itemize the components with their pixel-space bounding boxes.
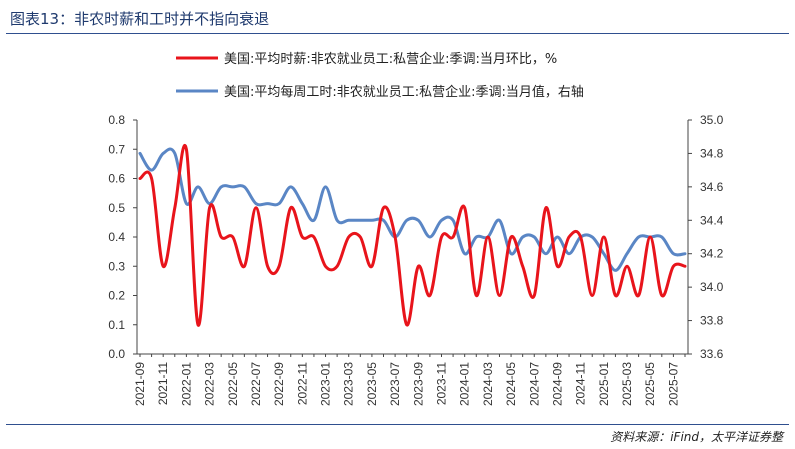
x-tick-label: 2024-07 [527, 362, 541, 406]
x-tick-label: 2023-09 [411, 362, 425, 406]
x-tick-label: 2024-09 [550, 362, 564, 406]
x-tick-label: 2023-05 [365, 362, 379, 406]
series-lines [138, 144, 687, 327]
x-tick-label: 2022-07 [249, 362, 263, 406]
right-tick-label: 34.2 [700, 247, 724, 261]
x-tick-label: 2022-01 [179, 362, 193, 406]
left-tick-label: 0.5 [108, 201, 125, 215]
left-tick-label: 0.1 [108, 318, 125, 332]
x-tick-label: 2022-05 [226, 362, 240, 406]
right-tick-label: 33.8 [700, 314, 724, 328]
x-tick-label: 2024-03 [481, 362, 495, 406]
x-tick-label: 2021-11 [156, 362, 170, 405]
right-tick-label: 34.4 [700, 213, 724, 227]
x-tick-label: 2023-07 [388, 362, 402, 406]
x-tick-label: 2021-09 [133, 362, 147, 406]
x-tick-label: 2024-01 [458, 362, 472, 406]
series-line-2 [138, 147, 687, 272]
x-tick-label: 2022-03 [203, 362, 217, 406]
legend-label-1: 美国:平均时薪:非农就业员工:私营企业:季调:当月环比，% [224, 51, 557, 67]
left-tick-label: 0.3 [108, 259, 125, 273]
right-tick-label: 35.0 [700, 113, 724, 127]
x-tick-label: 2025-01 [597, 362, 611, 406]
x-tick-label: 2025-03 [620, 362, 634, 406]
x-tick-label: 2024-05 [504, 362, 518, 406]
x-tick-label: 2023-01 [319, 362, 333, 406]
axes: 0.0 0.1 0.2 0.3 0.4 0.5 0.6 0.7 0.8 33.6 33.8 34.0 3… [108, 113, 723, 406]
right-tick-label: 34.8 [700, 146, 724, 160]
x-tick-label: 2023-11 [434, 362, 448, 405]
footer-divider [6, 424, 789, 425]
left-tick-label: 0.4 [108, 230, 125, 244]
title-divider [6, 33, 789, 34]
right-tick-label: 33.6 [700, 347, 724, 361]
left-tick-label: 0.6 [108, 172, 125, 186]
legend: 美国:平均时薪:非农就业员工:私营企业:季调:当月环比，% 美国:平均每周工时:非… [176, 51, 584, 100]
series-line-1 [138, 144, 687, 327]
source-note: 资料来源：iFind，太平洋证券整 [610, 430, 783, 444]
x-tick-label: 2025-07 [666, 362, 680, 406]
chart-title: 图表13：非农时薪和工时并不指向衰退 [10, 10, 270, 28]
x-tick-label: 2023-03 [342, 362, 356, 406]
left-tick-label: 0.7 [108, 142, 125, 156]
right-tick-label: 34.0 [700, 280, 724, 294]
left-tick-label: 0.2 [108, 289, 125, 303]
left-tick-label: 0.8 [108, 113, 125, 127]
legend-label-2: 美国:平均每周工时:非农就业员工:私营企业:季调:当月值，右轴 [224, 84, 584, 100]
x-tick-label: 2025-05 [643, 362, 657, 406]
x-tick-label: 2022-11 [295, 362, 309, 405]
x-tick-label: 2024-11 [574, 362, 588, 405]
x-tick-label: 2022-09 [272, 362, 286, 406]
left-tick-label: 0.0 [108, 347, 125, 361]
right-tick-label: 34.6 [700, 180, 724, 194]
